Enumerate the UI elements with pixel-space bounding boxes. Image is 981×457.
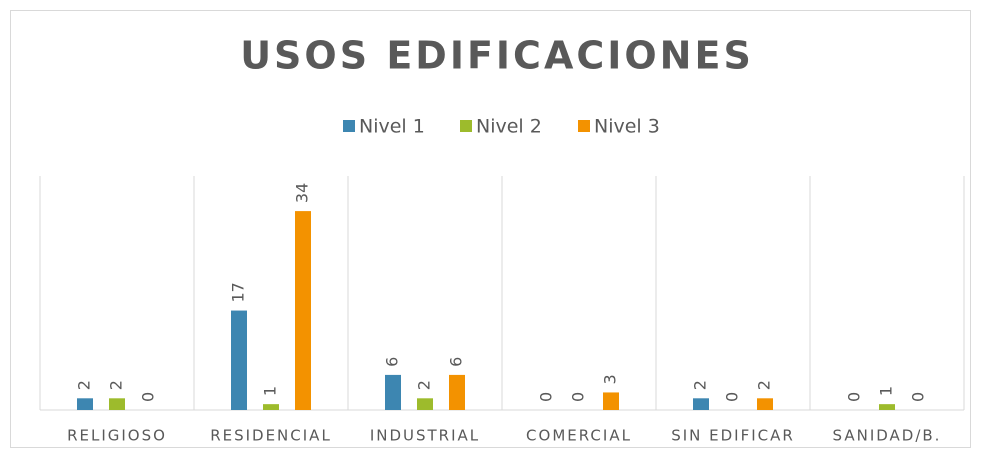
x-tick-label: RELIGIOSO bbox=[67, 427, 167, 445]
bar bbox=[693, 398, 709, 410]
data-label: 0 bbox=[537, 392, 556, 402]
bar bbox=[879, 404, 895, 410]
data-label: 0 bbox=[723, 392, 742, 402]
bar bbox=[231, 310, 247, 410]
data-label: 17 bbox=[229, 282, 248, 302]
data-label: 2 bbox=[415, 380, 434, 390]
data-label: 0 bbox=[909, 392, 928, 402]
data-label: 2 bbox=[691, 380, 710, 390]
x-tick-label: SIN EDIFICAR bbox=[671, 427, 795, 445]
data-label: 3 bbox=[601, 374, 620, 384]
data-label: 0 bbox=[569, 392, 588, 402]
legend-swatch bbox=[343, 120, 355, 132]
x-tick-label: INDUSTRIAL bbox=[370, 427, 480, 445]
legend-label: Nivel 3 bbox=[594, 116, 660, 138]
bar bbox=[385, 374, 401, 410]
x-tick-label: RESIDENCIAL bbox=[210, 427, 332, 445]
data-label: 6 bbox=[447, 357, 466, 367]
chart-title: USOS EDIFICACIONES bbox=[240, 34, 754, 78]
bar bbox=[417, 398, 433, 410]
legend-swatch bbox=[578, 120, 590, 132]
data-label: 1 bbox=[877, 386, 896, 396]
data-label: 6 bbox=[383, 357, 402, 367]
bar bbox=[263, 404, 279, 410]
data-label: 0 bbox=[845, 392, 864, 402]
legend-label: Nivel 2 bbox=[476, 116, 542, 138]
x-tick-label: COMERCIAL bbox=[526, 427, 632, 445]
data-label: 0 bbox=[139, 392, 158, 402]
bar bbox=[77, 398, 93, 410]
data-label: 2 bbox=[75, 380, 94, 390]
data-label: 1 bbox=[261, 386, 280, 396]
bar bbox=[295, 211, 311, 410]
legend-label: Nivel 1 bbox=[359, 116, 425, 138]
legend-swatch bbox=[460, 120, 472, 132]
data-label: 2 bbox=[107, 380, 126, 390]
data-label: 34 bbox=[293, 183, 312, 203]
x-tick-label: SANIDAD/B. bbox=[833, 427, 942, 445]
bar bbox=[449, 374, 465, 410]
bar bbox=[109, 398, 125, 410]
data-label: 2 bbox=[755, 380, 774, 390]
bar bbox=[757, 398, 773, 410]
bar bbox=[603, 392, 619, 410]
